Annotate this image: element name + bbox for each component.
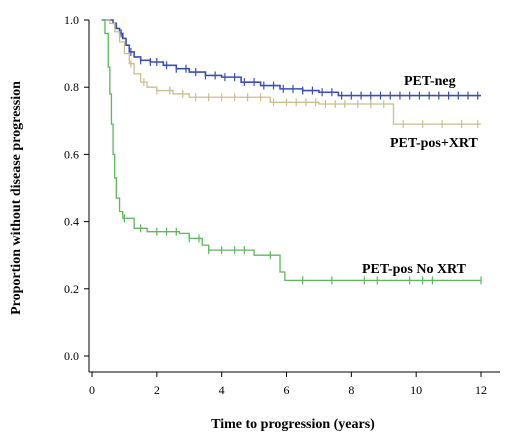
x-tick-label: 12	[475, 383, 487, 397]
y-tick-label: 0.8	[64, 80, 79, 94]
y-tick-label: 0.6	[64, 147, 79, 161]
series-line-pet-pos-xrt	[101, 19, 481, 125]
series-layer	[101, 19, 482, 285]
y-tick-label: 0.4	[64, 215, 79, 229]
y-tick-label: 0.2	[64, 282, 79, 296]
chart-axes	[88, 20, 500, 373]
x-tick-label: 8	[348, 383, 354, 397]
label-pet-pos-no-xrt: PET-pos No XRT	[362, 262, 467, 277]
series-line-pet-pos-no-xrt	[101, 19, 481, 282]
x-tick-label: 0	[89, 383, 95, 397]
series-pet-pos-no-xrt	[101, 19, 482, 285]
x-tick-label: 6	[284, 383, 290, 397]
y-axis-title: Proportion without disease progression	[9, 81, 24, 315]
label-pet-pos-xrt: PET-pos+XRT	[390, 136, 479, 151]
y-ticks: 0.0 0.2 0.4 0.6 0.8 1.0	[64, 13, 89, 363]
series-pet-pos-xrt	[101, 19, 481, 129]
x-tick-label: 4	[219, 383, 225, 397]
label-pet-neg: PET-neg	[404, 74, 456, 89]
x-tick-label: 2	[154, 383, 160, 397]
x-axis-title: Time to progression (years)	[211, 417, 375, 432]
y-tick-label: 0.0	[64, 349, 79, 363]
y-tick-label: 1.0	[64, 13, 79, 27]
x-ticks: 0 2 4 6 8 10 12	[89, 372, 487, 397]
x-tick-label: 10	[410, 383, 422, 397]
